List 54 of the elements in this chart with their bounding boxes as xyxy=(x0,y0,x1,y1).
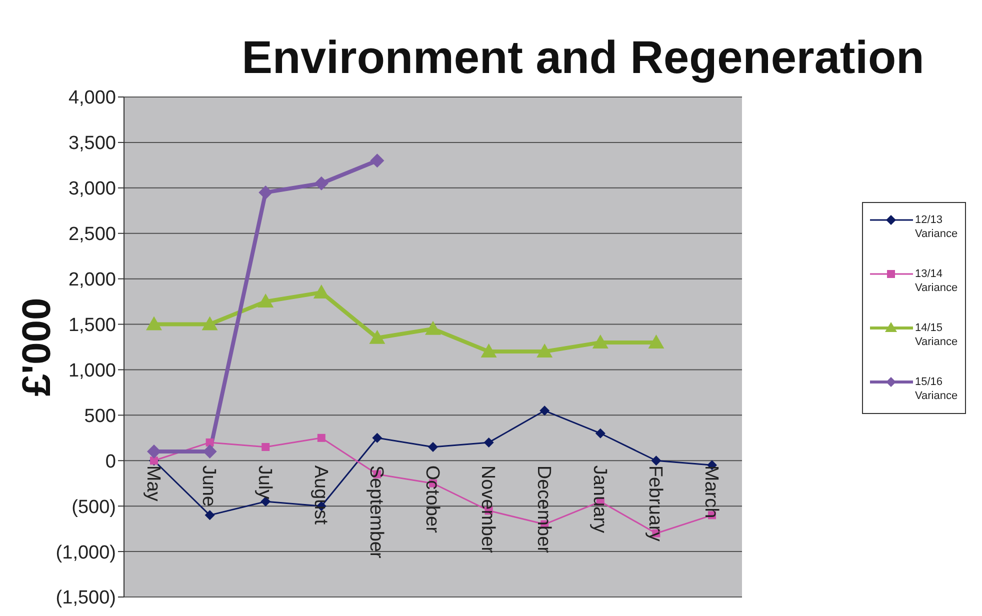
x-tick-label: July xyxy=(254,465,275,500)
y-tick-label: 2,500 xyxy=(68,224,116,246)
point xyxy=(370,154,384,168)
point xyxy=(146,316,162,330)
y-tick-label: 3,000 xyxy=(68,178,116,200)
y-tick-label: 2,000 xyxy=(68,270,116,291)
y-tick-label: (1,000) xyxy=(56,542,116,564)
point xyxy=(202,316,218,330)
point xyxy=(369,330,386,344)
x-tick-label: September xyxy=(366,465,387,559)
point xyxy=(425,320,441,335)
point xyxy=(147,444,161,459)
y-tick-label: 0 xyxy=(105,451,116,472)
point xyxy=(480,344,497,358)
point xyxy=(648,334,664,348)
y-tick-label: 4,000 xyxy=(68,88,116,109)
point xyxy=(592,334,608,348)
point xyxy=(595,428,606,438)
x-tick-label: March xyxy=(700,465,722,518)
x-tick-label: October xyxy=(421,465,442,534)
chart-title: Environment and Regeneration xyxy=(240,30,926,84)
y-axis-title: £'000 xyxy=(15,298,60,396)
legend-label: 15/16 Variance xyxy=(915,375,959,403)
point xyxy=(372,432,382,443)
x-tick-label: January xyxy=(588,465,610,534)
point xyxy=(313,284,330,298)
point xyxy=(317,434,326,442)
y-tick-label: (500) xyxy=(72,496,116,518)
y-tick-label: 1,500 xyxy=(68,315,116,336)
point xyxy=(206,438,214,446)
legend-label: 13/14 Variance xyxy=(915,267,959,295)
x-tick-label: February xyxy=(644,465,666,542)
y-tick-label: 500 xyxy=(84,406,116,427)
y-tick-label: (1,500) xyxy=(56,588,116,609)
y-tick-label: 1,000 xyxy=(68,360,116,382)
point xyxy=(536,344,553,358)
legend-label: 12/13 Variance xyxy=(915,213,959,241)
x-tick-label: December xyxy=(532,465,554,554)
x-tick-label: June xyxy=(198,465,220,507)
point xyxy=(258,294,274,308)
point xyxy=(204,510,215,520)
legend-label: 14/15 Variance xyxy=(915,321,959,349)
point xyxy=(262,443,270,451)
x-tick-label: November xyxy=(477,465,498,554)
point xyxy=(484,437,494,448)
x-tick-label: August xyxy=(310,465,331,526)
point xyxy=(428,442,438,452)
point xyxy=(651,456,662,466)
point xyxy=(540,406,550,416)
point xyxy=(314,176,328,190)
point xyxy=(202,444,217,459)
x-tick-label: May xyxy=(142,465,164,502)
y-tick-label: 3,500 xyxy=(68,133,116,154)
point xyxy=(258,185,273,200)
